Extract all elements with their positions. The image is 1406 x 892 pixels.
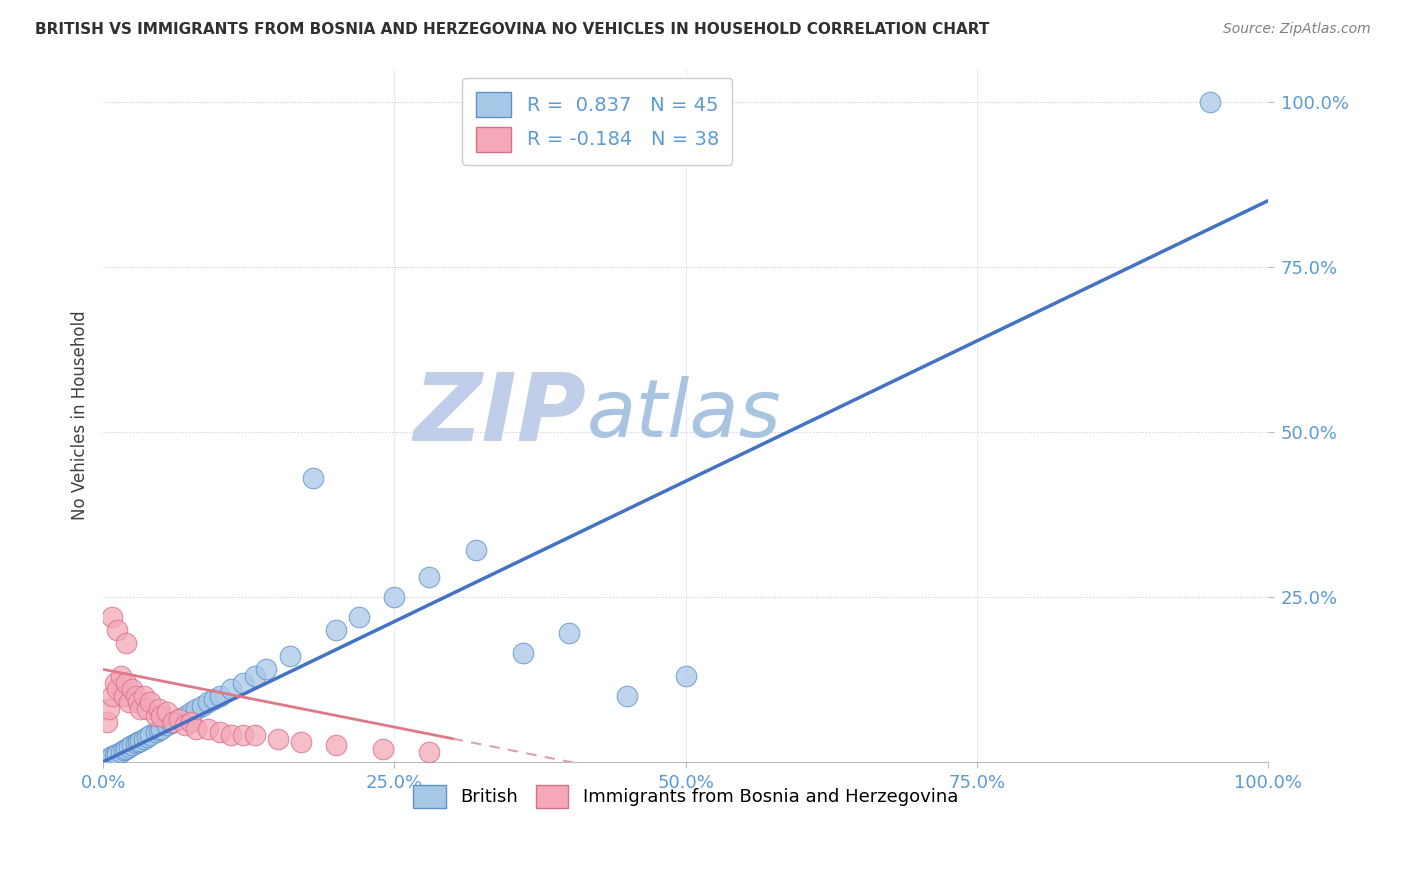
Point xyxy=(675,669,697,683)
Point xyxy=(232,675,254,690)
Point xyxy=(197,695,219,709)
Point xyxy=(267,731,290,746)
Point xyxy=(180,715,202,730)
Point xyxy=(115,636,138,650)
Point xyxy=(97,751,120,765)
Point xyxy=(105,623,128,637)
Text: BRITISH VS IMMIGRANTS FROM BOSNIA AND HERZEGOVINA NO VEHICLES IN HOUSEHOLD CORRE: BRITISH VS IMMIGRANTS FROM BOSNIA AND HE… xyxy=(35,22,990,37)
Point xyxy=(127,735,149,749)
Point xyxy=(121,682,143,697)
Point xyxy=(156,718,179,732)
Point xyxy=(162,715,184,730)
Point xyxy=(159,716,181,731)
Point xyxy=(616,689,638,703)
Point xyxy=(138,695,160,709)
Point xyxy=(232,728,254,742)
Point xyxy=(162,715,184,730)
Point xyxy=(278,649,301,664)
Point xyxy=(290,735,312,749)
Point xyxy=(115,741,138,756)
Point xyxy=(180,705,202,719)
Point xyxy=(302,471,325,485)
Point xyxy=(112,689,135,703)
Point xyxy=(145,708,167,723)
Point xyxy=(118,740,141,755)
Point xyxy=(104,675,127,690)
Point xyxy=(105,747,128,761)
Point xyxy=(558,626,581,640)
Point xyxy=(325,739,347,753)
Point xyxy=(191,698,214,713)
Point xyxy=(105,682,128,697)
Point xyxy=(167,712,190,726)
Point xyxy=(136,702,159,716)
Y-axis label: No Vehicles in Household: No Vehicles in Household xyxy=(72,310,89,520)
Point xyxy=(125,689,148,703)
Point xyxy=(512,646,534,660)
Point xyxy=(208,689,231,703)
Point xyxy=(1199,95,1222,109)
Legend: British, Immigrants from Bosnia and Herzegovina: British, Immigrants from Bosnia and Herz… xyxy=(406,778,966,815)
Point xyxy=(254,662,277,676)
Point xyxy=(150,722,173,736)
Point xyxy=(145,725,167,739)
Point xyxy=(121,739,143,753)
Point xyxy=(150,708,173,723)
Point xyxy=(136,730,159,744)
Point xyxy=(118,695,141,709)
Point xyxy=(349,609,371,624)
Point xyxy=(104,748,127,763)
Point xyxy=(371,741,394,756)
Point xyxy=(127,695,149,709)
Text: atlas: atlas xyxy=(586,376,782,454)
Point xyxy=(418,570,440,584)
Point xyxy=(125,736,148,750)
Point xyxy=(148,702,170,716)
Point xyxy=(148,723,170,737)
Point xyxy=(173,718,195,732)
Point xyxy=(132,731,155,746)
Point xyxy=(156,705,179,719)
Point xyxy=(110,669,132,683)
Point xyxy=(101,609,124,624)
Point xyxy=(101,749,124,764)
Point xyxy=(221,728,243,742)
Text: Source: ZipAtlas.com: Source: ZipAtlas.com xyxy=(1223,22,1371,37)
Point xyxy=(208,725,231,739)
Text: ZIP: ZIP xyxy=(413,369,586,461)
Point xyxy=(243,728,266,742)
Point xyxy=(465,543,488,558)
Point xyxy=(129,733,152,747)
Point xyxy=(243,669,266,683)
Point xyxy=(325,623,347,637)
Point xyxy=(197,722,219,736)
Point xyxy=(186,702,208,716)
Point xyxy=(167,712,190,726)
Point xyxy=(112,743,135,757)
Point xyxy=(115,675,138,690)
Point xyxy=(221,682,243,697)
Point xyxy=(132,689,155,703)
Point xyxy=(96,715,118,730)
Point xyxy=(384,590,406,604)
Point xyxy=(186,722,208,736)
Point xyxy=(138,728,160,742)
Point xyxy=(202,692,225,706)
Point xyxy=(418,745,440,759)
Point xyxy=(97,702,120,716)
Point xyxy=(110,745,132,759)
Point xyxy=(129,702,152,716)
Point xyxy=(173,708,195,723)
Point xyxy=(101,689,124,703)
